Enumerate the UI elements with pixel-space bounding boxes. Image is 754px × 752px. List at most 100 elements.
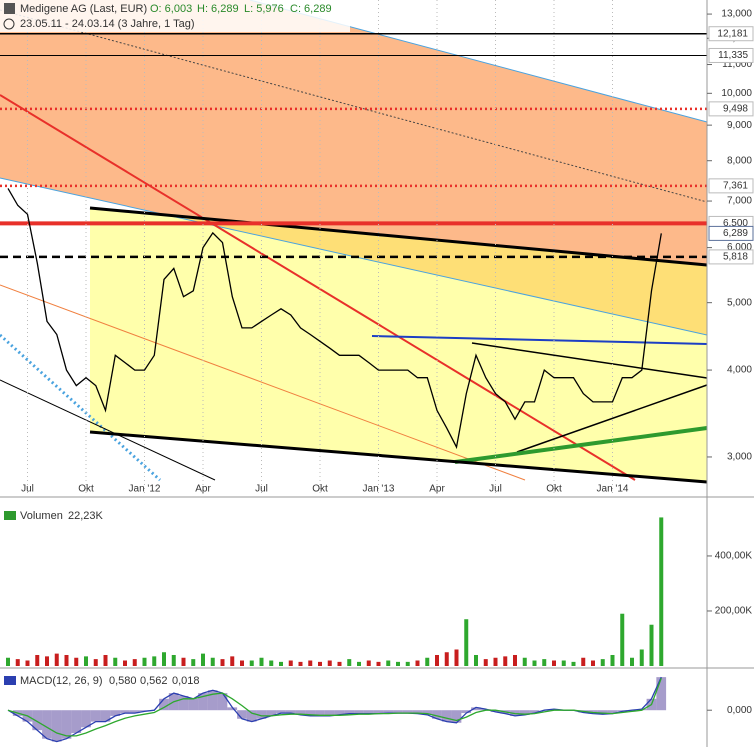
volume-bar — [191, 659, 196, 666]
volume-bar — [513, 654, 517, 666]
macd-bar — [490, 710, 501, 712]
volume-bar — [386, 660, 391, 666]
ohlc-high: H: 6,289 — [197, 3, 239, 15]
macd-bar — [81, 710, 91, 728]
volume-bar — [201, 653, 205, 666]
level-box — [708, 225, 754, 241]
volume-bar — [366, 660, 371, 666]
volume-bar — [357, 661, 361, 666]
y-tick-label: 5,000 — [727, 297, 752, 308]
macd-bar — [266, 710, 277, 716]
volume-bar — [542, 659, 547, 666]
volume-bar — [639, 649, 644, 666]
macd-bar — [451, 710, 462, 723]
macd-bar — [393, 710, 403, 714]
volume-title: Volumen — [20, 510, 63, 522]
black-trend — [0, 379, 216, 481]
macd-bar — [227, 707, 238, 711]
header-bg — [0, 0, 350, 32]
volume-bar — [171, 654, 176, 666]
macd-title: MACD(12, 26, 9) — [20, 675, 103, 687]
volume-bar — [288, 660, 293, 666]
y-tick-label: 10,000 — [721, 88, 752, 99]
macd-bar — [237, 710, 247, 719]
y-tick-label: 8,000 — [727, 155, 752, 166]
volume-bar — [269, 660, 274, 666]
volume-bar — [630, 657, 634, 666]
x-tick-label: Apr — [429, 484, 445, 495]
macd-bar — [120, 710, 130, 714]
macd-bar — [178, 695, 189, 711]
macd-bar — [471, 707, 481, 711]
volume-bar — [103, 654, 108, 666]
volume-bar — [591, 660, 595, 666]
macd-bar — [363, 710, 374, 714]
volume-bar — [337, 661, 342, 666]
volume-bar — [444, 652, 449, 666]
red-trend — [0, 94, 636, 481]
level-box — [708, 101, 754, 117]
volume-bar — [415, 660, 420, 666]
macd-bar — [373, 710, 384, 714]
level-label: 6,500 — [723, 218, 748, 229]
macd-bar — [334, 710, 345, 715]
volume-bar — [308, 660, 313, 666]
volume-bar — [620, 613, 625, 666]
level-box — [708, 249, 754, 265]
level-box — [708, 47, 754, 63]
volume-bar — [600, 659, 605, 666]
volume-bar — [259, 657, 264, 666]
macd-bar — [607, 710, 618, 714]
x-tick-label: Okt — [312, 484, 328, 495]
volume-bar — [84, 656, 88, 666]
macd-bar — [383, 710, 394, 714]
macd-bar — [344, 710, 355, 714]
macd-bar — [597, 710, 608, 715]
macd-bar — [159, 698, 169, 711]
macd-bar — [217, 693, 228, 711]
orange-trend — [0, 284, 526, 481]
volume-bar — [483, 659, 488, 666]
volume-bar — [249, 660, 254, 666]
level-label: 6,289 — [723, 228, 748, 239]
level-label: 12,181 — [717, 28, 748, 39]
volume-bar — [181, 657, 186, 666]
level-label: 9,498 — [723, 104, 748, 115]
volume-bar — [425, 657, 430, 666]
y-tick-label: 400,00K — [715, 551, 753, 562]
volume-bar — [35, 654, 40, 666]
volume-bar — [649, 624, 654, 666]
macd-line — [7, 676, 662, 743]
volume-bar — [298, 661, 303, 666]
volume-bar — [64, 654, 69, 666]
volume-bar — [454, 649, 459, 666]
volume-bar — [493, 657, 498, 666]
volume-bar — [15, 659, 20, 666]
volume-bar — [552, 660, 556, 666]
volume-bar — [230, 656, 235, 666]
wedge-bottom — [89, 430, 708, 484]
green-support — [454, 426, 708, 464]
x-tick-label: Okt — [546, 484, 562, 495]
volume-bar — [54, 653, 59, 666]
level-label: 7,361 — [723, 180, 748, 191]
macd-bar — [354, 710, 364, 714]
ohlc-open: O: 6,003 — [150, 3, 192, 15]
volume-bar — [581, 657, 586, 666]
volume-bar — [659, 517, 664, 666]
volume-bar — [123, 660, 127, 666]
macd-bar — [256, 710, 267, 719]
ohlc-low: L: 5,976 — [244, 3, 284, 15]
macd-bar — [529, 710, 540, 714]
macd-bar — [110, 710, 121, 716]
volume-bar — [376, 661, 381, 666]
volume-bar — [327, 660, 332, 666]
price-line — [7, 188, 662, 450]
macd-bar — [285, 710, 296, 714]
volume-bar — [279, 661, 283, 666]
wedge-fill — [90, 208, 707, 482]
x-tick-label: Okt — [78, 484, 94, 495]
macd-hist-value: 0,018 — [172, 675, 200, 687]
blue-dotted-trend — [0, 333, 162, 482]
